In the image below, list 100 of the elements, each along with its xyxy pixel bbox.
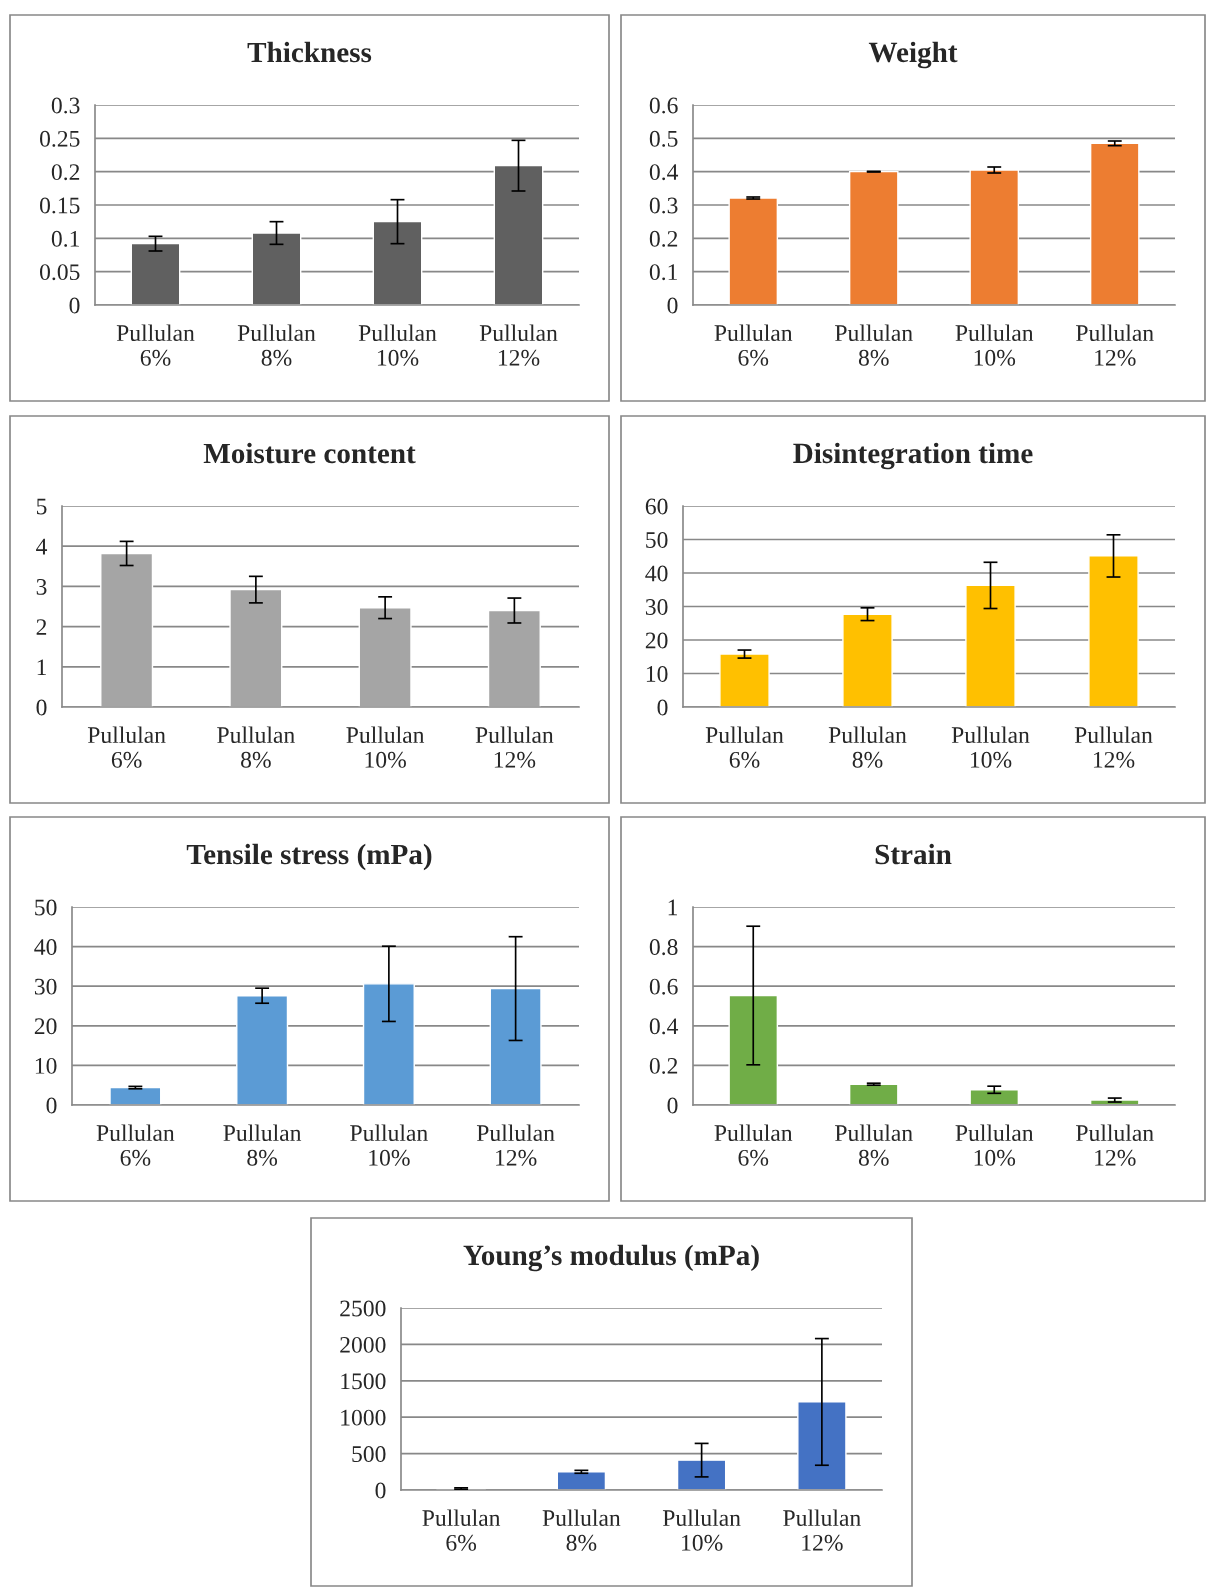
y-tick-label: 2000 xyxy=(340,1336,386,1353)
y-tick-label: 0.1 xyxy=(649,264,677,281)
y-tick-label: 0.6 xyxy=(649,97,678,114)
chart-title: Moisture content xyxy=(203,442,416,464)
bar xyxy=(676,1459,727,1490)
x-tick-label: Pullulan 10% xyxy=(350,1124,428,1166)
bar xyxy=(969,169,1020,305)
y-tick-label: 0.4 xyxy=(649,1018,679,1035)
chart-title: Weight xyxy=(868,41,958,69)
y-tick-label: 0 xyxy=(36,699,47,716)
bar xyxy=(965,584,1016,707)
y-tick-label: 50 xyxy=(646,531,668,548)
chart-title: Young’s modulus (mPa) xyxy=(463,1244,759,1272)
chart-title: Disintegration time xyxy=(793,442,1033,470)
x-tick-label: Pullulan 12% xyxy=(783,1509,861,1551)
bar xyxy=(797,1401,847,1490)
x-tick-label: Pullulan 8% xyxy=(828,726,907,768)
x-tick-label: Pullulan 6% xyxy=(714,324,793,366)
bar xyxy=(1089,142,1140,305)
x-tick-label: Pullulan 6% xyxy=(422,1509,501,1551)
x-tick-label: Pullulan 12% xyxy=(476,1124,555,1166)
y-tick-label: 0.8 xyxy=(649,939,678,956)
y-tick-label: 0 xyxy=(667,1097,678,1114)
y-tick-label: 0 xyxy=(657,699,668,716)
x-tick-label: Pullulan 10% xyxy=(951,726,1030,768)
y-tick-label: 30 xyxy=(645,598,668,615)
y-tick-label: 50 xyxy=(35,899,57,916)
y-tick-label: 40 xyxy=(645,565,668,582)
y-tick-label: 1 xyxy=(37,659,46,675)
y-tick-label: 0.6 xyxy=(649,978,678,995)
y-tick-label: 20 xyxy=(645,632,668,649)
x-tick-label: Pullulan 12% xyxy=(1076,1124,1154,1166)
y-tick-label: 30 xyxy=(34,978,57,995)
x-tick-label: Pullulan 10% xyxy=(955,1124,1034,1166)
x-tick-label: Pullulan 8% xyxy=(835,324,913,366)
x-tick-label: Pullulan 6% xyxy=(87,726,166,768)
bar xyxy=(556,1471,607,1490)
bar xyxy=(372,220,423,305)
y-tick-label: 0.5 xyxy=(649,130,678,147)
bar xyxy=(719,653,770,707)
bar xyxy=(848,170,899,305)
bar xyxy=(493,164,544,305)
x-tick-label: Pullulan 10% xyxy=(358,324,437,366)
y-tick-label: 0.2 xyxy=(649,1057,678,1074)
y-tick-label: 1500 xyxy=(341,1373,386,1390)
y-tick-label: 0 xyxy=(375,1482,386,1499)
y-tick-label: 1000 xyxy=(341,1409,386,1426)
bar xyxy=(109,1086,162,1105)
x-tick-label: Pullulan 10% xyxy=(955,324,1034,366)
y-tick-label: 500 xyxy=(352,1446,386,1463)
bar xyxy=(728,197,779,305)
y-tick-label: 0.2 xyxy=(51,164,80,181)
bar xyxy=(728,994,779,1105)
x-tick-label: Pullulan 6% xyxy=(116,324,195,366)
y-tick-label: 3 xyxy=(36,578,47,595)
y-tick-label: 0 xyxy=(667,297,678,314)
x-tick-label: Pullulan 10% xyxy=(346,726,425,768)
y-tick-label: 2 xyxy=(36,619,47,635)
bar xyxy=(848,1083,899,1105)
bar xyxy=(100,552,154,707)
x-tick-label: Pullulan 12% xyxy=(479,324,558,366)
x-tick-label: Pullulan 8% xyxy=(223,1124,302,1166)
bar xyxy=(487,609,541,707)
bar xyxy=(229,588,283,707)
chart-title: Thickness xyxy=(247,41,372,63)
x-tick-label: Pullulan 6% xyxy=(705,726,784,768)
y-tick-label: 1 xyxy=(668,899,677,916)
y-tick-label: 40 xyxy=(34,939,57,956)
bar xyxy=(251,232,302,305)
bar xyxy=(358,607,412,707)
x-tick-label: Pullulan 8% xyxy=(542,1509,621,1551)
y-tick-label: 0.05 xyxy=(40,264,80,281)
y-tick-label: 60 xyxy=(645,498,668,515)
y-tick-label: 0.4 xyxy=(649,164,679,181)
x-tick-label: Pullulan 8% xyxy=(217,726,295,768)
y-tick-label: 0.25 xyxy=(40,130,80,147)
y-tick-label: 0.2 xyxy=(649,230,678,247)
y-tick-label: 0 xyxy=(46,1097,57,1114)
bar xyxy=(489,987,542,1105)
y-tick-label: 5 xyxy=(36,498,47,515)
x-tick-label: Pullulan 12% xyxy=(1074,726,1153,768)
y-tick-label: 0.3 xyxy=(649,197,678,214)
x-tick-label: Pullulan 12% xyxy=(1076,324,1154,366)
bar xyxy=(362,983,415,1105)
y-tick-label: 10 xyxy=(35,1057,57,1074)
y-tick-label: 4 xyxy=(36,538,48,555)
bar xyxy=(842,613,893,707)
y-tick-label: 0 xyxy=(69,297,80,314)
chart-title: Strain xyxy=(875,843,952,865)
chart-title: Tensile stress (mPa) xyxy=(186,843,432,871)
x-tick-label: Pullulan 10% xyxy=(662,1509,741,1551)
bar xyxy=(1088,555,1139,707)
bar xyxy=(969,1089,1020,1105)
x-tick-label: Pullulan 12% xyxy=(475,726,554,768)
y-tick-label: 0.3 xyxy=(51,97,80,114)
y-tick-label: 10 xyxy=(646,665,668,682)
y-tick-label: 0.15 xyxy=(40,197,80,214)
y-tick-label: 20 xyxy=(34,1018,57,1035)
y-tick-label: 2500 xyxy=(340,1300,386,1317)
x-tick-label: Pullulan 8% xyxy=(835,1124,913,1166)
